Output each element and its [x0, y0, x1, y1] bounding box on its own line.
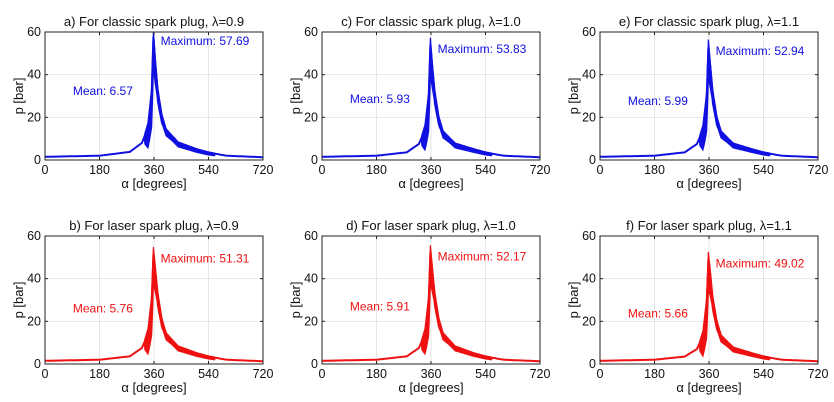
x-tick-label: 0 — [42, 163, 49, 177]
maximum-annotation: Maximum: 49.02 — [716, 256, 805, 270]
x-tick-label: 360 — [699, 367, 720, 381]
x-tick-label: 720 — [253, 163, 274, 177]
subplot-6: 0 180 360 540 720 0 20 40 60 f) For laser spark p… — [566, 218, 828, 395]
mean-annotation: Mean: 5.99 — [628, 94, 688, 108]
x-tick-label: 360 — [699, 163, 720, 177]
y-tick-label: 0 — [589, 153, 596, 167]
pressure-curve — [600, 259, 818, 363]
maximum-annotation: Maximum: 53.83 — [438, 42, 527, 56]
x-tick-label: 540 — [198, 367, 219, 381]
maximum-annotation: Maximum: 52.17 — [438, 250, 527, 264]
y-tick-label: 20 — [304, 110, 318, 124]
x-tick-label: 540 — [753, 367, 774, 381]
y-axis-label: p [bar] — [566, 78, 581, 115]
x-axis-label: α [degrees] — [398, 176, 463, 191]
subplot-title: c) For classic spark plug, λ=1.0 — [341, 14, 521, 29]
x-tick-label: 720 — [530, 163, 551, 177]
x-tick-label: 360 — [144, 163, 165, 177]
maximum-annotation: Maximum: 51.31 — [161, 252, 250, 266]
y-tick-label: 60 — [304, 25, 318, 39]
x-axis-label: α [degrees] — [676, 380, 741, 395]
y-tick-label: 0 — [34, 153, 41, 167]
y-tick-label: 40 — [27, 68, 41, 82]
pressure-curve — [600, 47, 818, 159]
x-axis-label: α [degrees] — [121, 176, 186, 191]
pressure-curve — [45, 36, 263, 159]
x-tick-label: 180 — [366, 163, 387, 177]
maximum-annotation: Maximum: 57.69 — [161, 34, 250, 48]
x-tick-label: 0 — [597, 163, 604, 177]
pressure-curve — [322, 45, 540, 159]
y-axis-label: p [bar] — [288, 78, 303, 115]
y-tick-label: 20 — [582, 110, 596, 124]
y-tick-label: 20 — [304, 314, 318, 328]
x-tick-label: 180 — [89, 163, 110, 177]
x-tick-label: 360 — [421, 367, 442, 381]
subplot-title: a) For classic spark plug, λ=0.9 — [64, 14, 244, 29]
subplot-2: 0 180 360 540 720 0 20 40 60 c) For classic spark… — [288, 14, 550, 191]
x-tick-label: 720 — [808, 163, 829, 177]
y-tick-label: 60 — [304, 229, 318, 243]
y-tick-label: 20 — [27, 314, 41, 328]
y-tick-label: 40 — [304, 272, 318, 286]
x-tick-label: 0 — [319, 367, 326, 381]
y-tick-label: 60 — [582, 25, 596, 39]
y-tick-label: 0 — [34, 357, 41, 371]
subplot-3: 0 180 360 540 720 0 20 40 60 e) For classic spark… — [566, 14, 828, 191]
x-axis-label: α [degrees] — [121, 380, 186, 395]
x-tick-label: 540 — [475, 163, 496, 177]
subplot-title: e) For classic spark plug, λ=1.1 — [619, 14, 799, 29]
y-tick-label: 60 — [27, 229, 41, 243]
maximum-annotation: Maximum: 52.94 — [716, 44, 805, 58]
x-tick-label: 360 — [144, 367, 165, 381]
y-tick-label: 40 — [582, 272, 596, 286]
y-tick-label: 40 — [27, 272, 41, 286]
subplot-1: 0 180 360 540 720 0 20 40 60 a) For classic spark… — [11, 14, 273, 191]
y-tick-label: 20 — [582, 314, 596, 328]
pressure-curve — [322, 252, 540, 363]
y-tick-label: 20 — [27, 110, 41, 124]
mean-annotation: Mean: 5.76 — [73, 302, 133, 316]
y-tick-label: 0 — [311, 153, 318, 167]
mean-annotation: Mean: 6.57 — [73, 84, 133, 98]
subplot-4: 0 180 360 540 720 0 20 40 60 b) For laser spark p… — [11, 218, 273, 395]
mean-annotation: Mean: 5.66 — [628, 306, 688, 320]
x-axis-label: α [degrees] — [398, 380, 463, 395]
x-tick-label: 0 — [319, 163, 326, 177]
x-tick-label: 360 — [421, 163, 442, 177]
x-axis-label: α [degrees] — [676, 176, 741, 191]
y-tick-label: 0 — [589, 357, 596, 371]
x-tick-label: 540 — [475, 367, 496, 381]
x-tick-label: 180 — [89, 367, 110, 381]
x-tick-label: 0 — [597, 367, 604, 381]
y-axis-label: p [bar] — [11, 282, 26, 319]
y-tick-label: 40 — [304, 68, 318, 82]
y-tick-label: 60 — [27, 25, 41, 39]
x-tick-label: 540 — [753, 163, 774, 177]
y-axis-label: p [bar] — [11, 78, 26, 115]
mean-annotation: Mean: 5.93 — [350, 92, 410, 106]
y-tick-label: 0 — [311, 357, 318, 371]
x-tick-label: 0 — [42, 367, 49, 381]
y-axis-label: p [bar] — [288, 282, 303, 319]
y-tick-label: 60 — [582, 229, 596, 243]
subplot-5: 0 180 360 540 720 0 20 40 60 d) For laser spark p… — [288, 218, 550, 395]
y-tick-label: 40 — [582, 68, 596, 82]
x-tick-label: 180 — [644, 163, 665, 177]
subplot-title: d) For laser spark plug, λ=1.0 — [346, 218, 515, 233]
x-tick-label: 720 — [808, 367, 829, 381]
x-tick-label: 180 — [366, 367, 387, 381]
subplot-title: f) For laser spark plug, λ=1.1 — [626, 218, 792, 233]
subplot-title: b) For laser spark plug, λ=0.9 — [69, 218, 238, 233]
x-tick-label: 720 — [253, 367, 274, 381]
mean-annotation: Mean: 5.91 — [350, 300, 410, 314]
x-tick-label: 540 — [198, 163, 219, 177]
pressure-curve — [45, 254, 263, 363]
y-axis-label: p [bar] — [566, 282, 581, 319]
x-tick-label: 180 — [644, 367, 665, 381]
x-tick-label: 720 — [530, 367, 551, 381]
